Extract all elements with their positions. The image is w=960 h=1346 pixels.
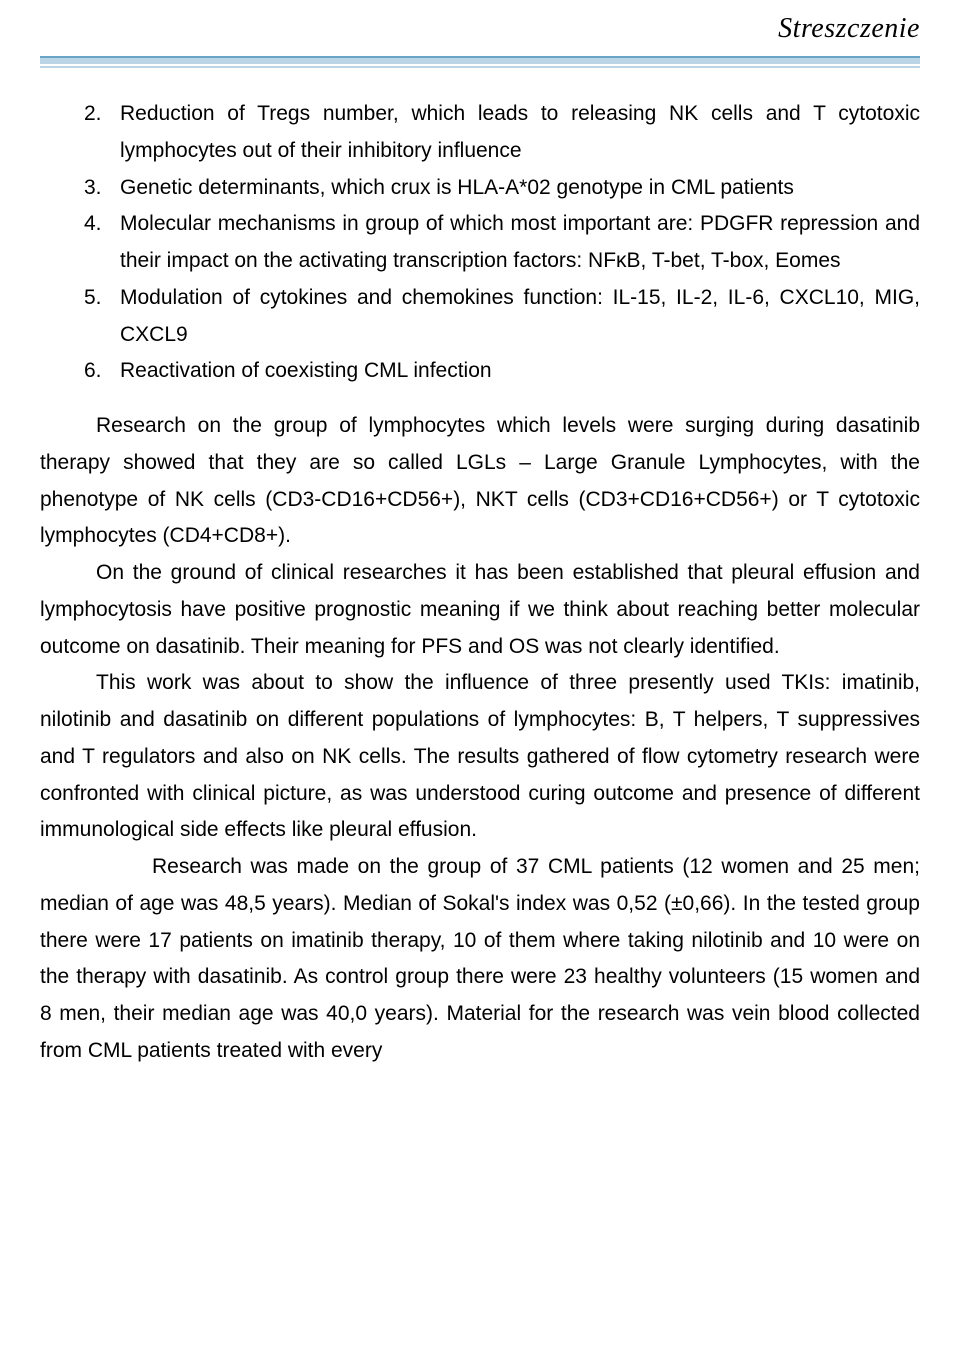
list-text: Modulation of cytokines and chemokines f… xyxy=(120,280,920,354)
list-number: 6. xyxy=(40,353,120,390)
list-item: 6. Reactivation of coexisting CML infect… xyxy=(40,353,920,390)
list-item: 2. Reduction of Tregs number, which lead… xyxy=(40,96,920,170)
list-item: 4. Molecular mechanisms in group of whic… xyxy=(40,206,920,280)
numbered-list: 2. Reduction of Tregs number, which lead… xyxy=(40,96,920,390)
page: Streszczenie 2. Reduction of Tregs numbe… xyxy=(0,0,960,1070)
list-number: 5. xyxy=(40,280,120,354)
header-rule-bottom xyxy=(40,66,920,68)
header-rule xyxy=(40,56,920,68)
paragraph: On the ground of clinical researches it … xyxy=(40,555,920,665)
list-item: 5. Modulation of cytokines and chemokine… xyxy=(40,280,920,354)
list-number: 3. xyxy=(40,170,120,207)
header-title: Streszczenie xyxy=(778,4,920,53)
list-text: Molecular mechanisms in group of which m… xyxy=(120,206,920,280)
list-text: Genetic determinants, which crux is HLA-… xyxy=(120,170,920,207)
list-number: 4. xyxy=(40,206,120,280)
paragraph: This work was about to show the influenc… xyxy=(40,665,920,849)
list-text: Reduction of Tregs number, which leads t… xyxy=(120,96,920,170)
paragraph: Research was made on the group of 37 CML… xyxy=(40,849,920,1070)
list-text: Reactivation of coexisting CML infection xyxy=(120,353,920,390)
list-item: 3. Genetic determinants, which crux is H… xyxy=(40,170,920,207)
header-rule-top xyxy=(40,56,920,64)
page-header: Streszczenie xyxy=(0,0,960,42)
content: 2. Reduction of Tregs number, which lead… xyxy=(40,96,920,1070)
list-number: 2. xyxy=(40,96,120,170)
paragraph: Research on the group of lymphocytes whi… xyxy=(40,408,920,555)
